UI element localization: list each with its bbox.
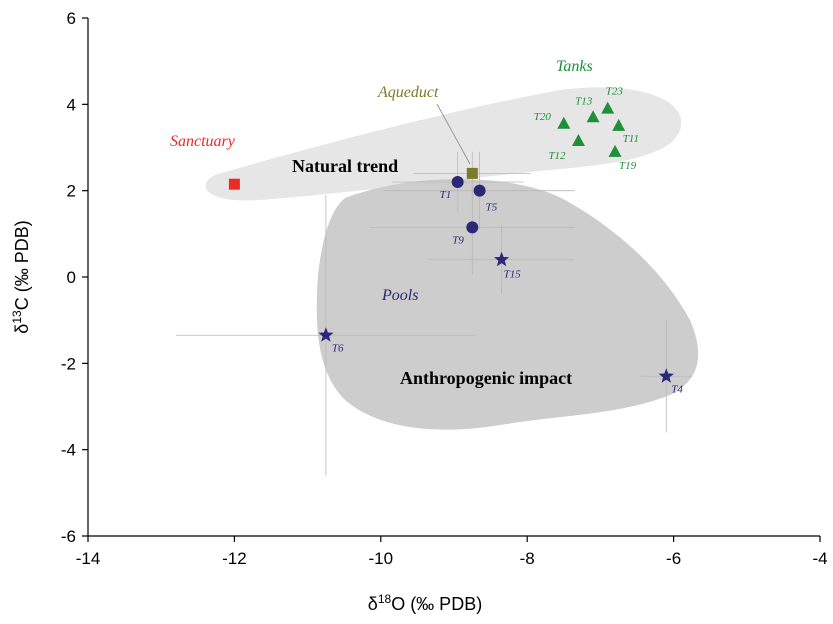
sanctuary-point-marker xyxy=(228,178,240,190)
pools-point-t6-marker xyxy=(318,327,334,342)
point-label-t4: T4 xyxy=(671,383,683,395)
y-tick-label: -4 xyxy=(61,441,76,460)
anthropogenic-impact-region xyxy=(316,179,699,430)
point-label-t20: T20 xyxy=(534,111,552,123)
region-label-natural-trend: Natural trend xyxy=(292,156,398,176)
group-label-tanks: Tanks xyxy=(556,58,593,75)
region-label-anthropogenic-impact: Anthropogenic impact xyxy=(400,368,572,388)
x-tick-label: -8 xyxy=(520,549,535,568)
pools-point-t15-marker xyxy=(493,251,510,267)
y-tick-label: 6 xyxy=(67,9,76,28)
aqueduct-point-marker xyxy=(466,167,478,179)
group-label-sanctuary: Sanctuary xyxy=(170,133,236,150)
y-ticks: 6 4 2 0 -2 -4 -6 xyxy=(61,9,88,546)
x-tick-label: -10 xyxy=(369,549,394,568)
tanks-point-t12-marker xyxy=(571,134,585,147)
point-label-t23: T23 xyxy=(606,86,624,98)
point-label-t19: T19 xyxy=(619,160,637,172)
point-label-t9: T9 xyxy=(452,234,464,246)
group-label-aqueduct: Aqueduct xyxy=(377,84,439,101)
point-labels: T23 T13 T20 T11 T12 T19 T1 T5 T9 T15 T6 T4 xyxy=(332,86,683,396)
point-label-t6: T6 xyxy=(332,342,344,354)
regions xyxy=(205,87,699,430)
x-tick-label: -14 xyxy=(76,549,101,568)
markers xyxy=(228,101,674,383)
pools-point-t1-marker xyxy=(451,176,464,189)
pools-point-t4-marker xyxy=(658,368,674,383)
x-tick-label: -6 xyxy=(666,549,681,568)
y-tick-label: 0 xyxy=(67,268,76,287)
y-tick-label: -6 xyxy=(61,527,76,546)
y-tick-label: -2 xyxy=(61,354,76,373)
point-label-t11: T11 xyxy=(623,133,639,145)
x-tick-label: -4 xyxy=(812,549,827,568)
group-label-pools: Pools xyxy=(381,287,418,304)
tanks-point-t19-marker xyxy=(608,144,622,157)
x-axis-title: δ18O (‰ PDB) xyxy=(368,592,482,614)
point-label-t5: T5 xyxy=(486,202,498,214)
aqueduct-leader-line xyxy=(436,103,471,165)
natural-trend-region xyxy=(205,87,682,201)
x-tick-label: -12 xyxy=(222,549,247,568)
y-axis-title: δ13C (‰ PDB) xyxy=(10,220,32,333)
x-ticks: -14 -12 -10 -8 -6 -4 xyxy=(76,536,828,568)
pools-point-t5-marker xyxy=(473,184,486,197)
y-tick-label: 4 xyxy=(67,95,76,114)
tanks-point-t11-marker xyxy=(612,118,626,131)
tanks-point-t23-marker xyxy=(601,101,615,114)
point-label-t13: T13 xyxy=(575,95,593,107)
tanks-point-t13-marker xyxy=(586,110,600,123)
point-label-t12: T12 xyxy=(548,150,566,162)
point-label-t1: T1 xyxy=(440,189,452,201)
point-label-t15: T15 xyxy=(504,269,522,281)
y-tick-label: 2 xyxy=(67,182,76,201)
pools-point-t9-marker xyxy=(466,221,479,234)
tanks-point-t20-marker xyxy=(557,116,571,129)
